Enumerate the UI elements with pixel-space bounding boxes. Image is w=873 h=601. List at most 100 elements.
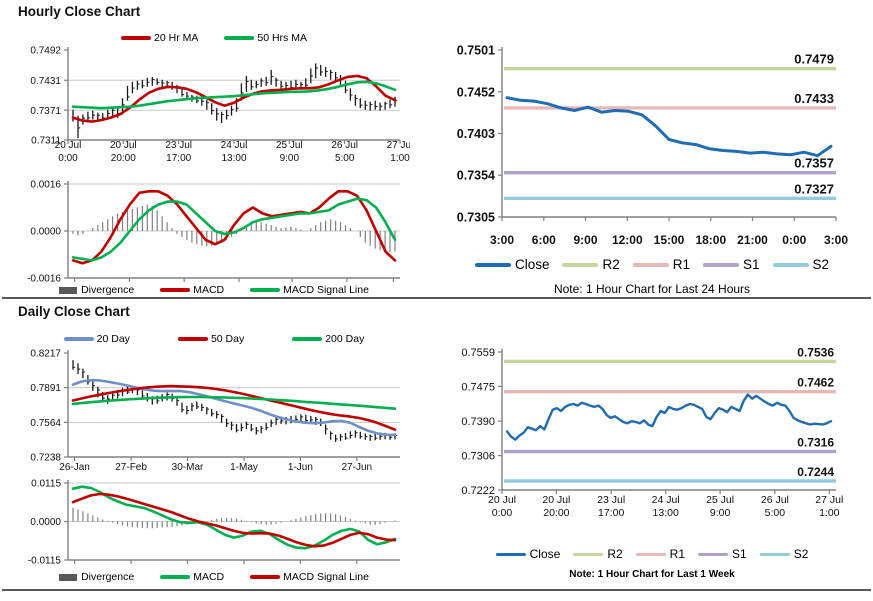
x-tick-label: 27-Jun (342, 462, 373, 473)
legend-item-divergence: Divergence (59, 571, 134, 583)
hourly-support-resistance-chart: 0.7479 0.7433 0.7357 0.7327 0.7501 0.7452 0.74… (457, 44, 849, 248)
y-tick-label: -0.0016 (27, 274, 61, 284)
y-tick-label: 0.7311 (31, 136, 61, 147)
y-tick-label: 0.7891 (30, 383, 61, 394)
x-tick-label: 13:00 (653, 507, 679, 519)
legend-label: Divergence (81, 284, 135, 296)
hourly-macd-legend: Divergence MACD MACD Signal Line (18, 284, 410, 296)
section-divider (2, 297, 871, 299)
hourly-sr-level-label-R1: 0.7433 (794, 91, 834, 106)
x-tick-label: 26-Jan (59, 462, 90, 473)
line-swatch-icon (121, 36, 152, 40)
line-swatch-icon (160, 575, 191, 579)
line-swatch-icon (474, 262, 511, 267)
x-tick-label: 5:00 (765, 507, 786, 519)
legend-label: R2 (602, 257, 620, 272)
legend-label: R1 (669, 547, 685, 561)
line-swatch-icon (224, 36, 255, 40)
line-swatch-icon (759, 552, 790, 556)
legend-item-macd-signal-line: MACD Signal Line (250, 284, 369, 296)
x-tick-label: 20 Jul (55, 140, 82, 151)
x-tick-label: 0:00 (58, 153, 78, 164)
hourly-macd-series-macd (71, 190, 397, 265)
y-tick-label: 0.7475 (461, 381, 495, 393)
line-swatch-icon (632, 262, 669, 267)
x-tick-label: 0:00 (492, 507, 513, 519)
legend-label: Close (514, 257, 550, 272)
hourly-price-series-20-hr-ma (71, 74, 397, 123)
hourly-sr-legend: Close R2 R1 S1 S2 (440, 257, 864, 272)
daily-macd-chart: 0.0115 0.0000 -0.0115 (28, 479, 400, 566)
daily-price-series-50-day (71, 384, 397, 431)
legend-label: MACD Signal Line (283, 571, 369, 583)
line-swatch-icon (495, 552, 526, 556)
x-tick-label: 5:00 (335, 153, 355, 164)
x-tick-label: 27-Feb (115, 462, 147, 473)
hourly-price-series-50-hrs-ma (71, 80, 397, 110)
hourly-macd-chart: 0.0016 0.0000 -0.0016 (27, 180, 400, 284)
y-tick-label: 0.7501 (457, 44, 495, 58)
legend-item-20-hr-ma: 20 Hr MA (121, 32, 198, 44)
legend-label: S1 (732, 547, 747, 561)
y-tick-label: 0.7305 (457, 211, 495, 225)
y-tick-label: 0.7403 (457, 127, 495, 141)
y-tick-label: 0.0000 (30, 227, 61, 238)
x-tick-label: 6:00 (532, 233, 556, 247)
legend-label: 20 Day (96, 333, 130, 345)
y-tick-label: 0.8217 (30, 349, 61, 360)
x-tick-label: 26 Jul (331, 140, 358, 151)
y-tick-label: 0.7564 (30, 418, 61, 429)
x-tick-label: 27 Jul (387, 140, 410, 151)
line-swatch-icon (292, 337, 323, 341)
x-tick-label: 1:00 (819, 507, 840, 519)
x-tick-label: 25 Jul (706, 494, 734, 506)
x-tick-label: 23 Jul (597, 494, 625, 506)
x-tick-label: 1:00 (390, 153, 410, 164)
line-swatch-icon (160, 288, 191, 292)
daily-sr-level-label-R2: 0.7536 (797, 345, 834, 359)
hourly-price-legend: 20 Hr MA 50 Hrs MA (18, 32, 410, 44)
daily-price-series-20-day (71, 378, 397, 437)
y-tick-label: 0.7431 (30, 76, 61, 87)
x-tick-label: 24 Jul (652, 494, 680, 506)
legend-item-s2: S2 (772, 257, 830, 272)
legend-label: R1 (672, 257, 690, 272)
x-tick-label: 20:00 (543, 507, 569, 519)
x-tick-label: 1-May (230, 462, 258, 473)
legend-item-200-day: 200 Day (292, 333, 364, 345)
y-tick-label: 0.7306 (461, 451, 495, 463)
y-tick-label: 0.7492 (30, 46, 61, 57)
daily-sr-level-label-S2: 0.7244 (797, 465, 834, 479)
legend-label: MACD (193, 284, 225, 296)
y-tick-label: 0.7371 (30, 106, 61, 117)
y-tick-label: 0.7354 (457, 169, 495, 183)
legend-label: S2 (812, 257, 830, 272)
daily-macd-series-macd (71, 485, 397, 550)
x-tick-label: 20 Jul (488, 494, 516, 506)
legend-item-r2: R2 (562, 257, 620, 272)
x-tick-label: 3:00 (824, 233, 848, 247)
daily-macd-legend: Divergence MACD MACD Signal Line (18, 571, 410, 583)
legend-label: S2 (793, 547, 809, 561)
x-tick-label: 9:00 (710, 507, 731, 519)
legend-item-s2: S2 (759, 547, 809, 561)
y-tick-label: 0.0000 (30, 517, 61, 528)
x-tick-label: 15:00 (654, 233, 685, 247)
x-tick-label: 12:00 (612, 233, 643, 247)
x-tick-label: 24 Jul (221, 140, 248, 151)
x-tick-label: 23 Jul (165, 140, 192, 151)
x-tick-label: 0:00 (782, 233, 806, 247)
daily-support-resistance-chart: 0.7536 0.7462 0.7316 0.7244 0.7559 0.7475 0.73… (461, 345, 843, 519)
line-swatch-icon (703, 262, 739, 267)
line-swatch-icon (63, 337, 94, 341)
line-swatch-icon (772, 262, 809, 267)
legend-item-close: Close (474, 257, 550, 272)
legend-item-close: Close (495, 547, 560, 561)
hourly-sr-series-close (505, 96, 833, 158)
hourly-sr-level-label-R2: 0.7479 (794, 52, 834, 67)
legend-label: S1 (743, 257, 760, 272)
legend-item-50-day: 50 Day (177, 333, 244, 345)
hourly-macd-series-macd-signal-line (71, 197, 397, 262)
